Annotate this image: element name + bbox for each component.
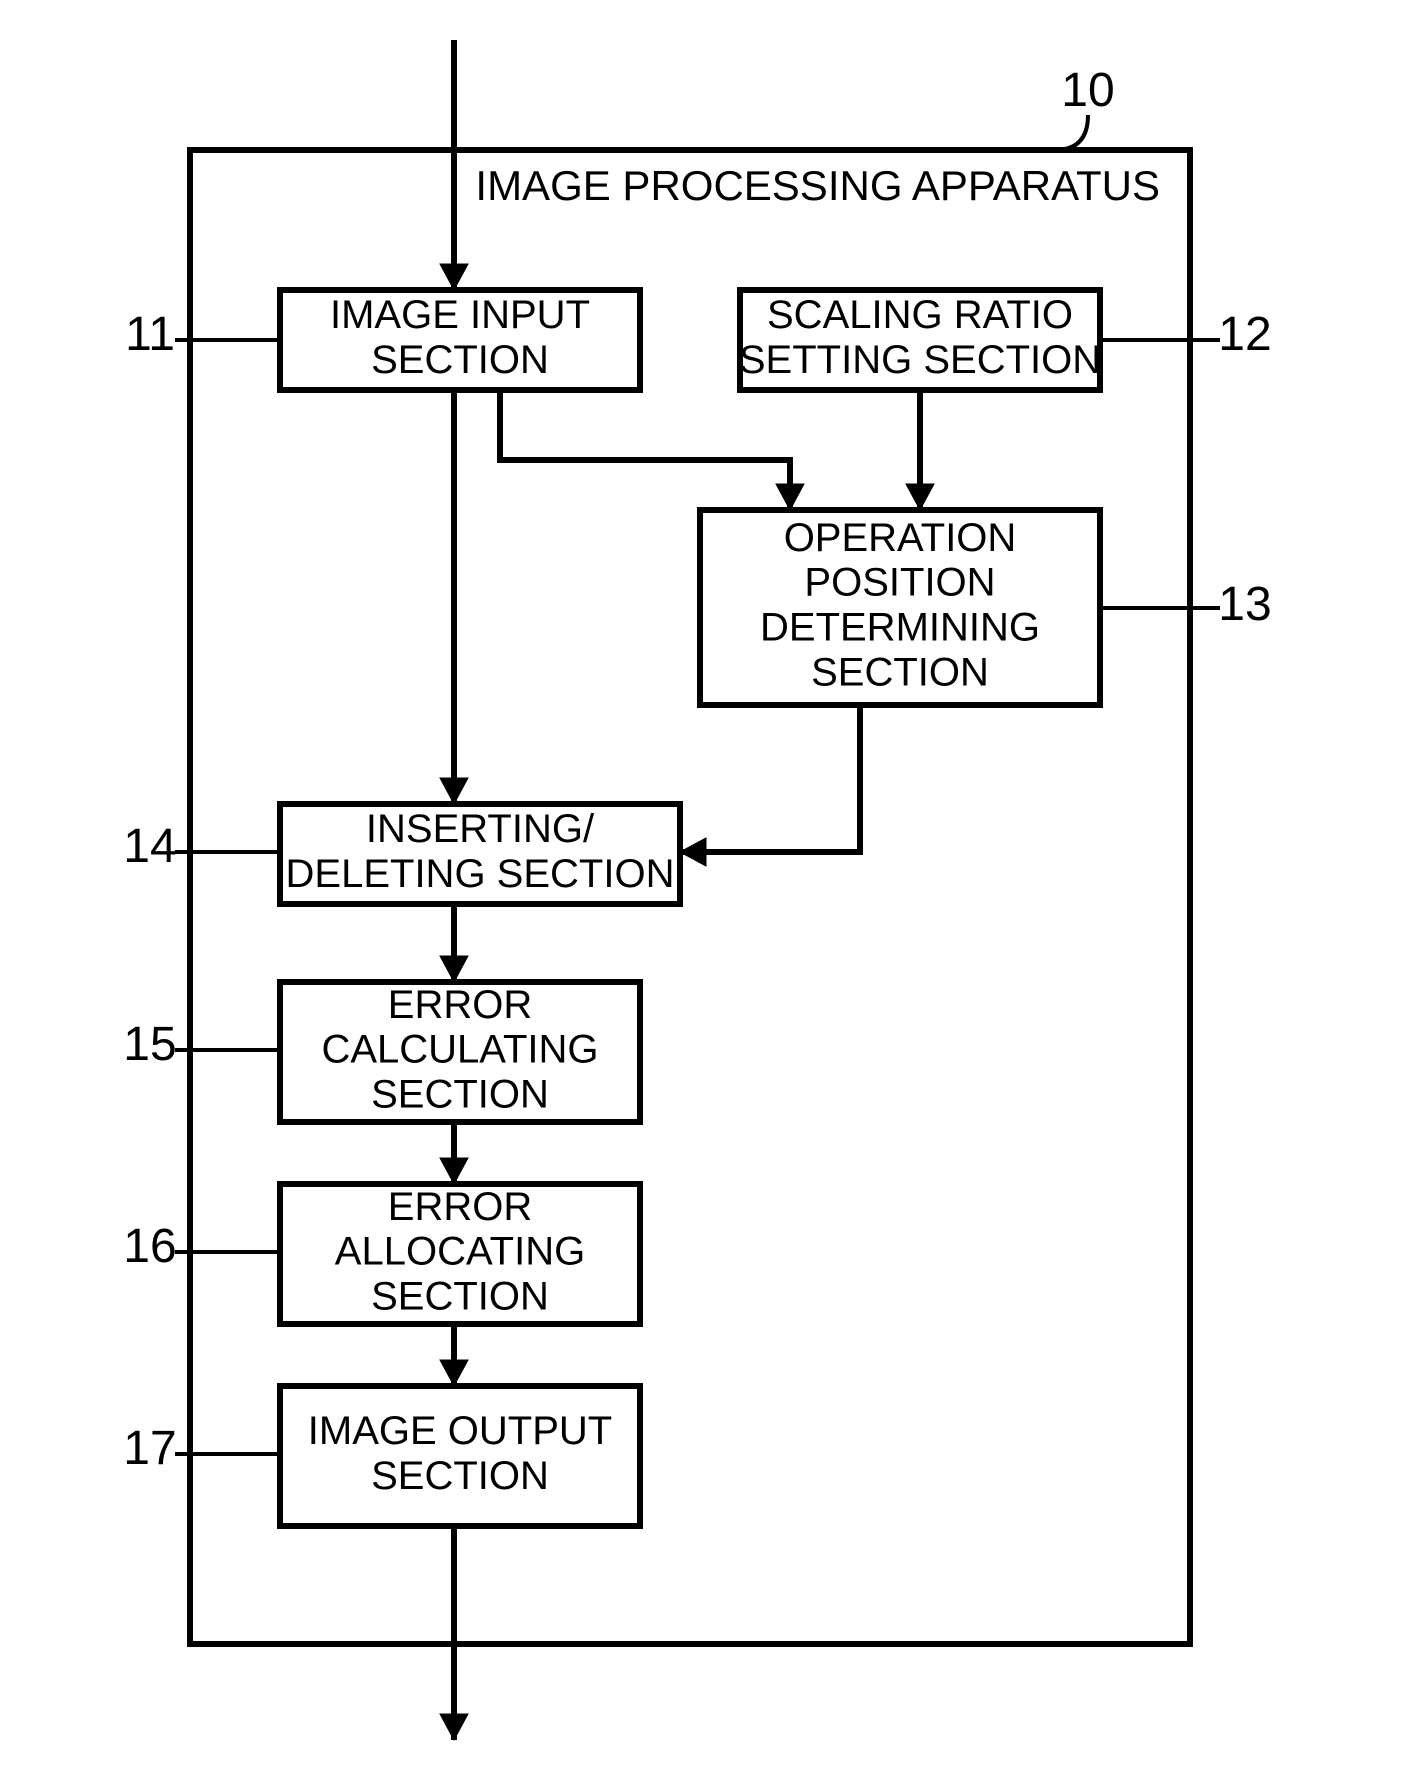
block-label: SECTION [371, 338, 549, 382]
block-label: ERROR [388, 983, 532, 1027]
container-title: IMAGE PROCESSING APPARATUS [475, 162, 1160, 209]
arrowhead-icon [440, 956, 468, 982]
block-label: SECTION [811, 650, 989, 694]
arrowhead-icon [440, 1714, 468, 1740]
ref-lead [1055, 115, 1088, 150]
ref-label-16: 16 [123, 1220, 176, 1273]
arrowhead-icon [440, 264, 468, 290]
ref-label-15: 15 [123, 1018, 176, 1071]
block-label: SECTION [371, 1072, 549, 1116]
ref-label-11: 11 [125, 308, 175, 361]
ref-label-17: 17 [123, 1422, 176, 1475]
block-label: IMAGE OUTPUT [308, 1409, 612, 1453]
ref-label-12: 12 [1218, 308, 1271, 361]
flow-arrow [680, 705, 860, 852]
arrowhead-icon [776, 484, 804, 510]
ref-label-10: 10 [1061, 64, 1114, 117]
ref-label-13: 13 [1218, 578, 1271, 631]
block-label: INSERTING/ [366, 807, 595, 851]
arrowhead-icon [440, 1158, 468, 1184]
block-label: SECTION [371, 1454, 549, 1498]
block-label: CALCULATING [321, 1028, 598, 1072]
arrowhead-icon [440, 1360, 468, 1386]
block-label: DETERMINING [760, 605, 1040, 649]
block-label: ERROR [388, 1185, 532, 1229]
block-label: DELETING SECTION [286, 852, 675, 896]
ref-label-14: 14 [123, 820, 176, 873]
arrowhead-icon [440, 778, 468, 804]
block-label: SECTION [371, 1274, 549, 1318]
block-label: SCALING RATIO [767, 293, 1073, 337]
block-label: ALLOCATING [335, 1230, 585, 1274]
block-label: IMAGE INPUT [330, 293, 590, 337]
block-label: OPERATION [784, 516, 1017, 560]
arrowhead-icon [906, 484, 934, 510]
block-label: SETTING SECTION [739, 338, 1101, 382]
block-label: POSITION [804, 561, 995, 605]
flow-arrow [500, 390, 790, 510]
arrowhead-icon [680, 838, 706, 866]
